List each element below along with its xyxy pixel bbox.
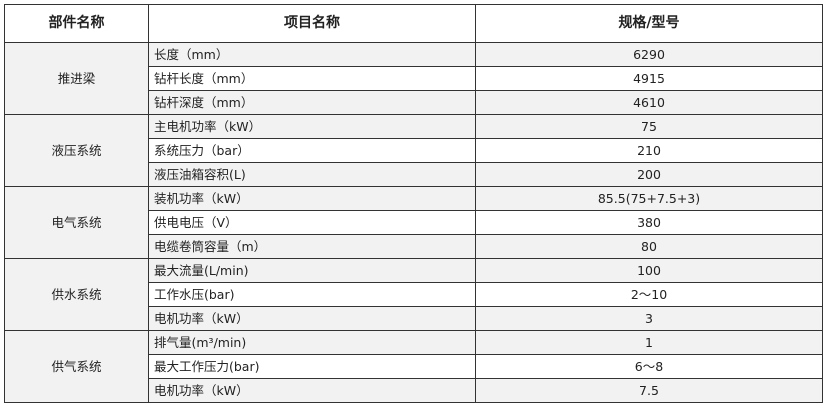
spec-value: 380 <box>475 210 823 235</box>
spec-value: 210 <box>475 138 823 163</box>
item-name: 电机功率（kW） <box>148 378 476 403</box>
table-row: 供水系统 最大流量(L/min) 100 <box>4 258 823 331</box>
item-name: 长度（mm） <box>148 42 476 67</box>
spec-value: 2～10 <box>475 282 823 307</box>
spec-value: 1 <box>475 330 823 355</box>
component-name: 电气系统 <box>4 186 149 259</box>
table-row: 供气系统 排气量(m³/min) 1 <box>4 330 823 403</box>
header-item: 项目名称 <box>148 4 476 43</box>
component-name: 供水系统 <box>4 258 149 331</box>
table-row: 钻杆长度（mm） 4915 <box>5 66 823 91</box>
spec-value: 4610 <box>475 90 823 115</box>
item-name: 液压油箱容积(L) <box>148 162 476 187</box>
item-name: 供电电压（V） <box>148 210 476 235</box>
header-spec: 规格/型号 <box>475 4 823 43</box>
spec-value: 7.5 <box>475 378 823 403</box>
spec-value: 100 <box>475 258 823 283</box>
item-name: 电缆卷筒容量（m） <box>148 234 476 259</box>
table-row: 电机功率（kW） 3 <box>5 306 823 331</box>
spec-value: 3 <box>475 306 823 331</box>
spec-value: 4915 <box>475 66 823 91</box>
spec-value: 80 <box>475 234 823 259</box>
item-name: 钻杆深度（mm） <box>148 90 476 115</box>
item-name: 装机功率（kW） <box>148 186 476 211</box>
table-row: 液压系统 主电机功率（kW） 75 <box>4 114 823 187</box>
table-row: 工作水压(bar) 2～10 <box>5 282 823 307</box>
component-name: 供气系统 <box>4 330 149 403</box>
table-row: 系统压力（bar） 210 <box>5 138 823 163</box>
item-name: 排气量(m³/min) <box>148 330 476 355</box>
component-name: 推进梁 <box>4 42 149 115</box>
spec-value: 85.5(75+7.5+3) <box>475 186 823 211</box>
table-row: 供电电压（V） 380 <box>5 210 823 235</box>
item-name: 系统压力（bar） <box>148 138 476 163</box>
item-name: 钻杆长度（mm） <box>148 66 476 91</box>
item-name: 电机功率（kW） <box>148 306 476 331</box>
item-name: 主电机功率（kW） <box>148 114 476 139</box>
header-component: 部件名称 <box>4 4 149 43</box>
header-row: 部件名称 项目名称 规格/型号 <box>4 4 823 43</box>
item-name: 最大工作压力(bar) <box>148 354 476 379</box>
table-row: 电气系统 装机功率（kW） 85.5(75+7.5+3) <box>4 186 823 259</box>
spec-table: 部件名称 项目名称 规格/型号 推进梁 长度（mm） 6290 钻杆长度（mm） 491… <box>4 4 823 403</box>
spec-value: 6～8 <box>475 354 823 379</box>
spec-value: 75 <box>475 114 823 139</box>
table-row: 钻杆深度（mm） 4610 <box>5 90 823 115</box>
table-row: 推进梁 长度（mm） 6290 <box>4 42 823 115</box>
table-row: 电机功率（kW） 7.5 <box>5 378 823 403</box>
item-name: 工作水压(bar) <box>148 282 476 307</box>
table-row: 液压油箱容积(L) 200 <box>5 162 823 187</box>
spec-value: 6290 <box>475 42 823 67</box>
component-name: 液压系统 <box>4 114 149 187</box>
spec-value: 200 <box>475 162 823 187</box>
table-row: 电缆卷筒容量（m） 80 <box>5 234 823 259</box>
item-name: 最大流量(L/min) <box>148 258 476 283</box>
